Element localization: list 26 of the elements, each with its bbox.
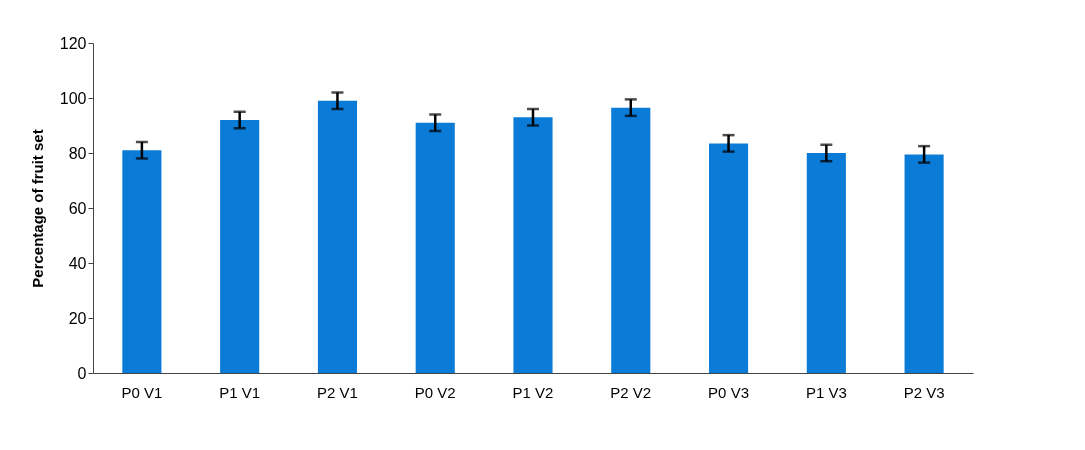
y-tick-label: 60 <box>68 199 87 217</box>
bar <box>220 120 260 373</box>
bar <box>611 107 651 373</box>
x-tick-label: P2 V2 <box>610 383 652 401</box>
bar <box>415 122 455 373</box>
bar <box>806 153 846 373</box>
x-tick-label: P2 V3 <box>903 383 945 401</box>
bar <box>709 143 749 373</box>
y-tick-label: 100 <box>59 89 87 107</box>
x-tick-label: P0 V2 <box>414 383 456 401</box>
x-tick-label: P0 V1 <box>121 383 163 401</box>
bar <box>317 100 357 373</box>
bar <box>904 154 944 373</box>
x-tick-label: P1 V1 <box>219 383 261 401</box>
x-tick-label: P2 V1 <box>317 383 358 401</box>
y-tick-label: 0 <box>77 364 87 382</box>
y-tick-label: 40 <box>68 254 87 272</box>
x-tick-label: P1 V2 <box>512 383 554 401</box>
y-axis-title: Percentage of fruit set <box>28 129 46 288</box>
bar <box>122 150 162 373</box>
y-tick-label: 80 <box>68 144 87 162</box>
x-tick-label: P1 V3 <box>805 383 847 401</box>
x-tick-label: P0 V3 <box>708 383 749 401</box>
y-tick-label: 20 <box>68 309 87 327</box>
y-tick-label: 120 <box>59 34 87 52</box>
bar <box>513 117 553 373</box>
